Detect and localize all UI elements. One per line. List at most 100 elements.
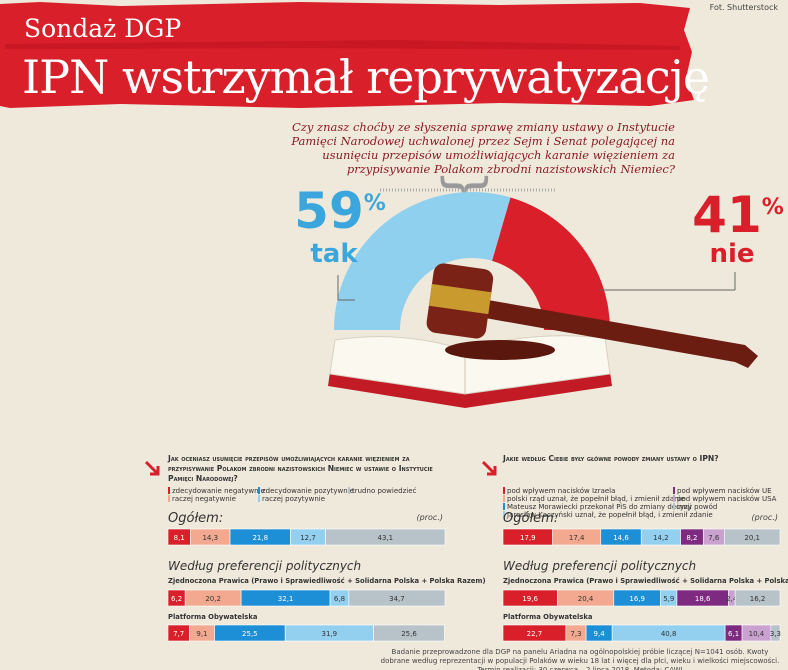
bar-value-label: 16,2	[750, 595, 766, 603]
bar-value-label: 21,8	[252, 534, 268, 542]
legend-swatch	[503, 495, 505, 502]
bar-value-label: 7,7	[173, 630, 184, 638]
gauge-segment	[334, 192, 511, 330]
bar-value-label: 25,6	[401, 630, 417, 638]
panel-question: Jakie według Ciebie były główne powody z…	[503, 454, 719, 463]
legend-swatch	[258, 495, 260, 502]
category-label: Zjednoczona Prawica (Prawo i Sprawiedliw…	[168, 577, 486, 585]
bar-segment	[770, 624, 781, 642]
gauge-value-label: 41%	[692, 186, 784, 244]
footnote: Badanie przeprowadzone dla DGP na panelu…	[380, 648, 780, 670]
bar-value-label: 20,2	[205, 595, 221, 603]
gavel-band	[428, 283, 492, 315]
legend-swatch	[503, 511, 505, 518]
book-base	[328, 372, 612, 408]
bar-value-label: 5,9	[663, 595, 674, 603]
legend-label: Jarosław Kaczyński uznał, że popełnił bł…	[506, 511, 713, 519]
bar-value-label: 31,9	[322, 630, 338, 638]
title: IPN wstrzymał reprywatyzację	[22, 50, 710, 104]
photo-credit: Fot. Shutterstock	[709, 3, 778, 12]
legend-label: pod wpływem nacisków Izraela	[507, 487, 615, 495]
legend-swatch	[348, 487, 350, 494]
legend-label: trudno powiedzieć	[352, 487, 417, 495]
legend-swatch	[673, 495, 675, 502]
bar-value-label: 40,8	[661, 630, 677, 638]
legend-swatch	[168, 487, 170, 494]
bar-value-label: 22,7	[527, 630, 543, 638]
bar-segment	[724, 528, 781, 546]
bar-value-label: 8,2	[686, 534, 697, 542]
gavel-handle	[485, 300, 758, 368]
legend-swatch	[168, 495, 170, 502]
question: Czy znasz choćby ze słyszenia sprawę zmi…	[291, 120, 675, 176]
gauge: 59%tak 41%nie	[294, 182, 784, 330]
legend-label: zdecydowanie pozytywnie	[262, 487, 354, 495]
bar-value-label: 14,3	[202, 534, 218, 542]
gauge-category: tak	[310, 239, 358, 269]
gauge-category: nie	[709, 239, 754, 269]
legend-label: polski rząd uznał, że popełnił błąd, i z…	[507, 495, 685, 503]
bar-value-label: 7,3	[570, 630, 581, 638]
bar-segment	[325, 528, 446, 546]
bar-value-label: 14,2	[653, 534, 669, 542]
category-label: Zjednoczona Prawica (Prawo i Sprawiedliw…	[503, 577, 788, 585]
legend-swatch	[503, 503, 505, 510]
arrow-icon	[144, 460, 160, 476]
bar-value-label: 9,4	[594, 630, 606, 638]
category-label: Ogółem:	[168, 511, 223, 526]
bar-value-label: 6,8	[334, 595, 345, 603]
legend-swatch	[673, 487, 675, 494]
legend-swatch	[673, 503, 675, 510]
bar-value-label: 7,6	[708, 534, 720, 542]
bar-value-label: 12,7	[300, 534, 316, 542]
brush-streak	[5, 40, 680, 50]
legend-label: pod wpływem nacisków USA	[677, 495, 777, 503]
bar-value-label: 9,1	[196, 630, 207, 638]
panel-subtitle: Według preferencji politycznych	[503, 559, 696, 573]
bar-value-label: 20,1	[744, 534, 760, 542]
panel-subtitle: Według preferencji politycznych	[168, 559, 361, 573]
header-brush	[0, 2, 694, 108]
bar-value-label: 14,6	[613, 534, 629, 542]
bar-value-label: 6,1	[728, 630, 739, 638]
category-label: Platforma Obywatelska	[503, 613, 593, 621]
arrow-icon	[481, 460, 497, 476]
legend-swatch	[503, 487, 505, 494]
gauge-value-label: 59%	[294, 182, 386, 240]
bar-value-label: 34,7	[389, 595, 405, 603]
bar-value-label: 43,1	[378, 534, 394, 542]
bar-value-label: 10,4	[749, 630, 765, 638]
bar-value-label: 18,6	[695, 595, 711, 603]
bar-value-label: 16,9	[629, 595, 645, 603]
bar-value-label: 20,4	[578, 595, 594, 603]
bar-segment	[348, 589, 446, 607]
bar-value-label: 8,1	[174, 534, 185, 542]
legend-label: Mateusz Morawiecki przekonał PiS do zmia…	[507, 503, 692, 511]
category-label: Ogółem:	[503, 511, 558, 526]
legend-label: zdecydowanie negatywnie	[172, 487, 265, 495]
legend-label: raczej pozytywnie	[262, 495, 325, 503]
legend-swatch	[258, 487, 260, 494]
gavel-block	[445, 340, 555, 360]
category-label: Platforma Obywatelska	[168, 613, 258, 621]
bar-segment	[734, 589, 781, 607]
panel-note: (proc.)	[417, 513, 443, 522]
bar-value-label: 32,1	[278, 595, 294, 603]
legend-label: raczej negatywnie	[172, 495, 236, 503]
bar-value-label: 17,4	[569, 534, 585, 542]
bar-value-label: 19,6	[522, 595, 538, 603]
bar-value-label: 2,4	[726, 595, 738, 603]
bar-value-label: 6,2	[171, 595, 182, 603]
legend-label: inny powód	[677, 503, 717, 511]
panel-question: Jak oceniasz usunięcie przepisów umożliw…	[168, 454, 433, 483]
gauge-segment	[492, 197, 610, 330]
bar-value-label: 17,9	[520, 534, 536, 542]
bar-value-label: 3,3	[770, 630, 781, 638]
legend-label: pod wpływem nacisków UE	[677, 487, 772, 495]
panel-note: (proc.)	[752, 513, 778, 522]
bar-segment	[373, 624, 445, 642]
kicker: Sondaż DGP	[24, 14, 182, 43]
